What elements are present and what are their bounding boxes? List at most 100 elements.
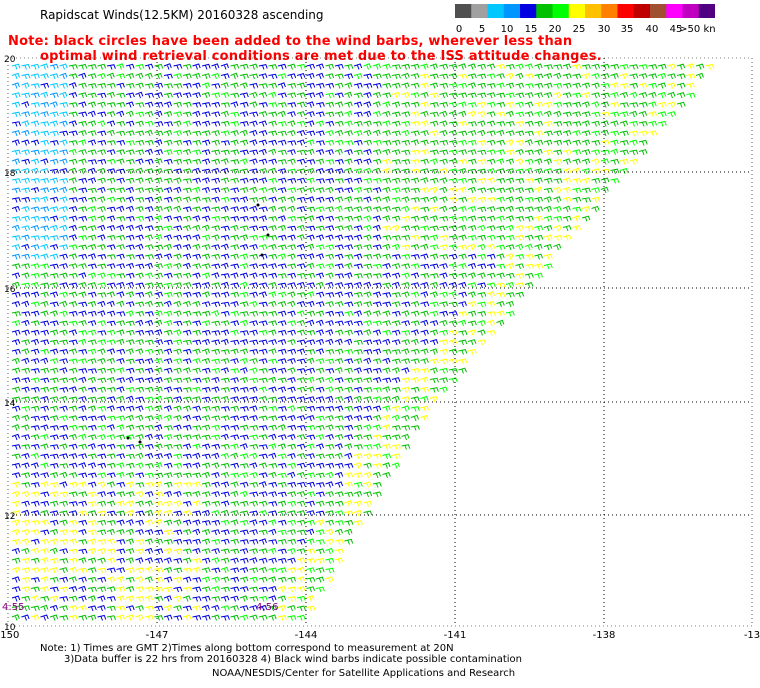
wind-barb bbox=[458, 349, 468, 355]
wind-barb bbox=[154, 596, 164, 602]
wind-barb bbox=[315, 196, 325, 203]
wind-barb bbox=[21, 282, 31, 289]
wind-barb bbox=[11, 224, 20, 232]
wind-barb bbox=[382, 167, 391, 175]
wind-barb bbox=[496, 139, 506, 146]
wind-barb bbox=[439, 367, 449, 374]
x-tick-label: -147 bbox=[146, 630, 169, 641]
wind-barb bbox=[201, 158, 211, 165]
wind-barb bbox=[524, 83, 534, 89]
wind-barb bbox=[410, 225, 420, 232]
wind-barb bbox=[68, 433, 78, 441]
wind-barb bbox=[144, 63, 154, 70]
y-tick-label: 18 bbox=[4, 169, 16, 179]
wind-barb bbox=[78, 196, 88, 203]
wind-barb bbox=[600, 83, 610, 89]
wind-barb bbox=[125, 367, 135, 374]
wind-barb bbox=[239, 357, 248, 365]
wind-barb bbox=[106, 538, 116, 545]
wind-barb bbox=[11, 130, 21, 137]
wind-barb bbox=[211, 491, 220, 498]
wind-barb bbox=[420, 101, 429, 108]
wind-barb bbox=[30, 528, 40, 536]
wind-barb bbox=[695, 63, 705, 70]
wind-barb bbox=[78, 158, 87, 165]
wind-barb bbox=[524, 263, 534, 270]
wind-barb bbox=[277, 386, 287, 393]
wind-barb bbox=[230, 291, 240, 298]
wind-barb bbox=[87, 387, 97, 393]
wind-barb bbox=[619, 73, 629, 80]
wind-barb bbox=[448, 110, 458, 118]
wind-barb bbox=[353, 481, 363, 488]
wind-barb bbox=[87, 196, 97, 203]
wind-barb bbox=[296, 129, 306, 137]
wind-barb bbox=[363, 415, 373, 422]
wind-barb bbox=[296, 368, 306, 374]
wind-barb bbox=[173, 424, 182, 431]
wind-barb bbox=[192, 139, 202, 146]
wind-barb bbox=[211, 604, 220, 612]
wind-barb bbox=[277, 206, 287, 213]
wind-barb bbox=[97, 101, 106, 108]
wind-barb bbox=[268, 339, 277, 346]
wind-barb bbox=[344, 320, 354, 327]
wind-barb bbox=[306, 130, 316, 137]
wind-barb bbox=[648, 64, 658, 70]
wind-barb bbox=[268, 386, 277, 393]
wind-barb bbox=[344, 272, 353, 279]
wind-barb bbox=[638, 101, 648, 108]
wind-barb bbox=[125, 538, 134, 545]
wind-barb bbox=[543, 101, 553, 108]
wind-barb bbox=[486, 282, 496, 289]
wind-barb bbox=[344, 443, 353, 450]
wind-barb bbox=[448, 101, 458, 108]
wind-barb bbox=[239, 139, 249, 146]
wind-barb bbox=[382, 414, 391, 422]
wind-barb bbox=[125, 462, 135, 469]
wind-barb bbox=[30, 320, 40, 327]
wind-barb bbox=[401, 196, 410, 203]
wind-barb bbox=[97, 167, 106, 175]
wind-barb bbox=[258, 225, 268, 232]
wind-barb bbox=[87, 481, 97, 488]
wind-barb bbox=[249, 548, 258, 555]
wind-barb bbox=[268, 216, 278, 222]
wind-barb bbox=[239, 82, 248, 89]
wind-barb bbox=[211, 216, 221, 222]
wind-barb bbox=[306, 92, 316, 99]
wind-barb bbox=[21, 63, 31, 70]
wind-barb bbox=[287, 83, 297, 89]
wind-barb bbox=[49, 301, 59, 308]
wind-barb bbox=[97, 348, 106, 355]
wind-barb bbox=[382, 129, 391, 137]
wind-barb bbox=[306, 605, 316, 612]
wind-barb bbox=[315, 348, 325, 355]
wind-barb bbox=[439, 319, 448, 327]
wind-barb bbox=[249, 586, 259, 593]
wind-barb bbox=[116, 63, 125, 70]
wind-barb bbox=[68, 396, 78, 403]
wind-barb bbox=[163, 443, 173, 450]
wind-barb bbox=[230, 177, 240, 184]
wind-barb bbox=[391, 168, 401, 175]
wind-barb bbox=[477, 272, 486, 279]
wind-barb bbox=[192, 102, 202, 108]
wind-barb bbox=[667, 91, 676, 99]
wind-barb bbox=[353, 139, 363, 146]
wind-barb bbox=[382, 148, 391, 156]
wind-barb bbox=[287, 396, 297, 403]
wind-barb bbox=[543, 215, 553, 222]
wind-barb bbox=[401, 120, 411, 127]
wind-barb bbox=[334, 452, 343, 460]
wind-barb bbox=[211, 149, 221, 156]
wind-barb bbox=[40, 529, 50, 536]
wind-barb bbox=[353, 490, 363, 498]
wind-barb bbox=[258, 576, 268, 583]
wind-barb bbox=[182, 482, 192, 488]
wind-barb bbox=[562, 167, 572, 175]
colorbar-label: >50 knots bbox=[679, 24, 715, 35]
wind-barb bbox=[249, 101, 258, 108]
wind-barb bbox=[106, 339, 116, 346]
wind-barb bbox=[239, 225, 249, 232]
